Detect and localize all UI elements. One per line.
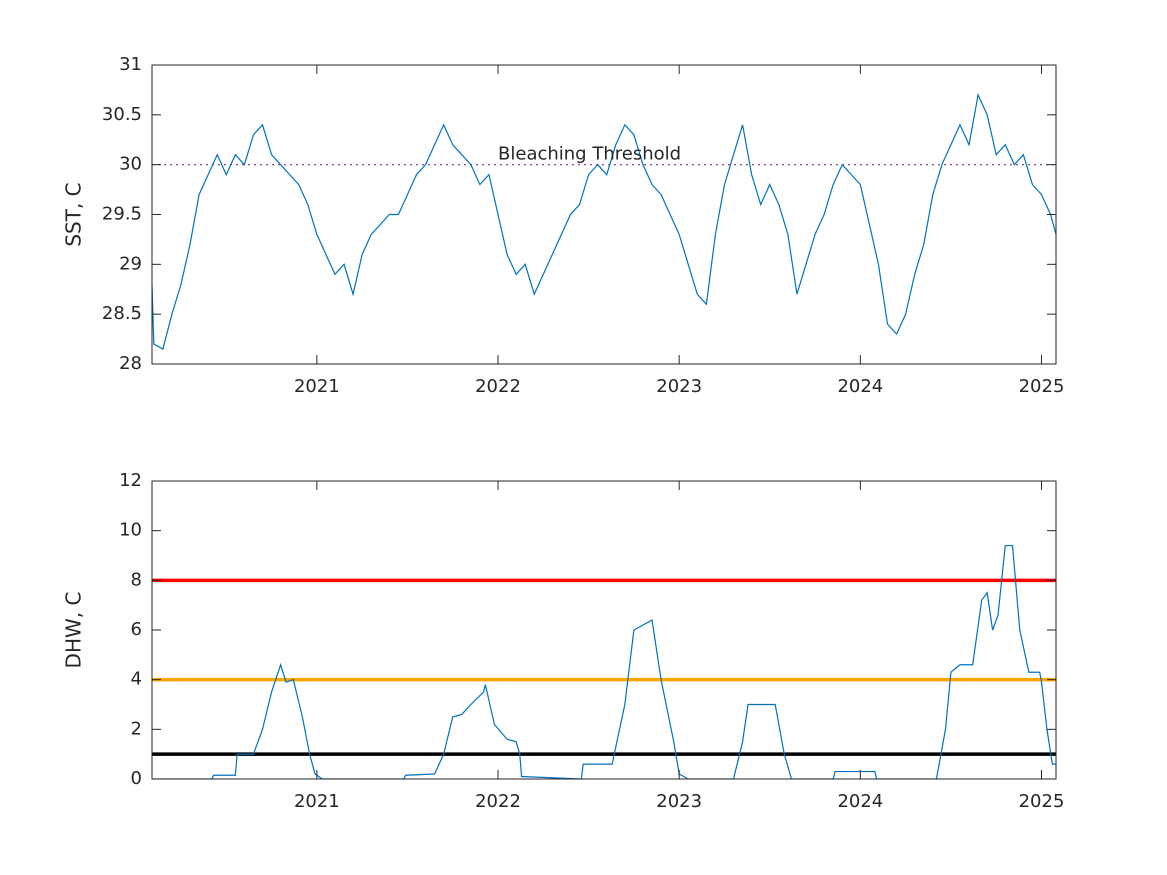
x-tick-label: 2021 — [294, 376, 340, 397]
y-tick-label: 2 — [131, 718, 142, 739]
y-tick-label: 8 — [131, 569, 142, 590]
x-tick-label: 2021 — [294, 791, 340, 812]
y-tick-label: 6 — [131, 619, 142, 640]
y-tick-label: 30.5 — [102, 104, 142, 125]
y-tick-label: 28 — [119, 353, 142, 374]
y-tick-label: 28.5 — [102, 303, 142, 324]
x-tick-label: 2025 — [1019, 791, 1065, 812]
data-line — [152, 544, 1056, 779]
x-tick-label: 2024 — [837, 376, 883, 397]
y-axis-label: SST, C — [62, 182, 86, 246]
y-tick-label: 4 — [131, 669, 142, 690]
x-tick-label: 2023 — [656, 376, 702, 397]
annotation: Bleaching Threshold — [498, 144, 681, 165]
y-tick-label: 10 — [119, 520, 142, 541]
y-tick-label: 31 — [119, 54, 142, 75]
axes-background — [152, 65, 1056, 364]
y-tick-label: 30 — [119, 154, 142, 175]
x-tick-label: 2024 — [837, 791, 883, 812]
y-tick-label: 12 — [119, 470, 142, 491]
x-tick-label: 2022 — [475, 376, 521, 397]
y-tick-label: 0 — [131, 768, 142, 789]
x-tick-label: 2023 — [656, 791, 702, 812]
x-tick-label: 2025 — [1019, 376, 1065, 397]
x-tick-label: 2022 — [475, 791, 521, 812]
data-line — [152, 92, 1056, 350]
y-tick-label: 29 — [119, 253, 142, 274]
y-tick-label: 29.5 — [102, 204, 142, 225]
axes-background — [152, 481, 1056, 779]
y-axis-label: DHW, C — [62, 592, 86, 669]
